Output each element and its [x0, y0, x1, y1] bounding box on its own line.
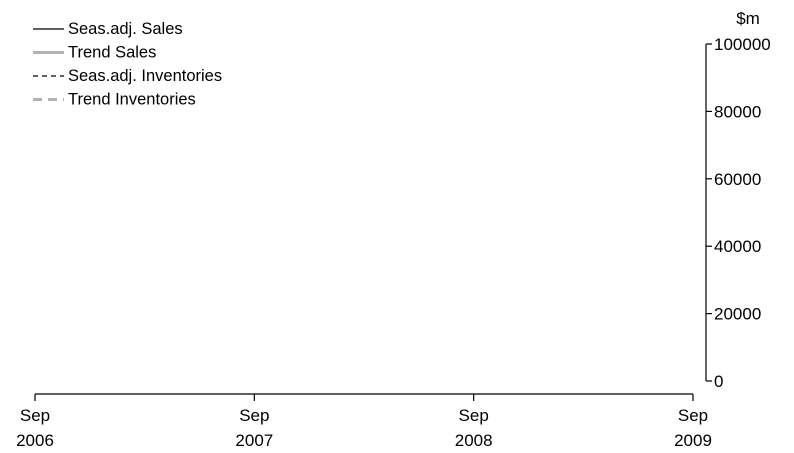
x-tick-label-year: 2008	[455, 431, 493, 450]
y-tick-label: 20000	[714, 305, 761, 324]
y-axis-ticks: 0 20000 40000 60000 80000 100000	[706, 35, 771, 391]
x-tick-label-month: Sep	[459, 406, 489, 425]
y-tick-label: 80000	[714, 102, 761, 121]
y-axis-unit: $m	[736, 9, 760, 28]
y-tick-label: 60000	[714, 170, 761, 189]
x-axis-ticks: Sep 2006 Sep 2007 Sep 2008 Sep 2009	[16, 394, 712, 450]
y-tick-label: 0	[714, 372, 723, 391]
legend: Seas.adj. Sales Trend Sales Seas.adj. Inve…	[33, 20, 222, 109]
legend-label-3: Seas.adj. Inventories	[68, 67, 222, 85]
y-tick-label: 100000	[714, 35, 771, 54]
x-tick-label-month: Sep	[239, 406, 269, 425]
legend-label-4: Trend Inventories	[68, 91, 196, 109]
legend-label-2: Trend Sales	[68, 44, 156, 62]
y-tick-label: 40000	[714, 237, 761, 256]
x-tick-label-year: 2009	[674, 431, 712, 450]
x-tick-label-year: 2007	[235, 431, 273, 450]
legend-label-1: Seas.adj. Sales	[68, 20, 183, 38]
x-tick-label-month: Sep	[20, 406, 50, 425]
x-tick-label-year: 2006	[16, 431, 54, 450]
x-tick-label-month: Sep	[678, 406, 708, 425]
